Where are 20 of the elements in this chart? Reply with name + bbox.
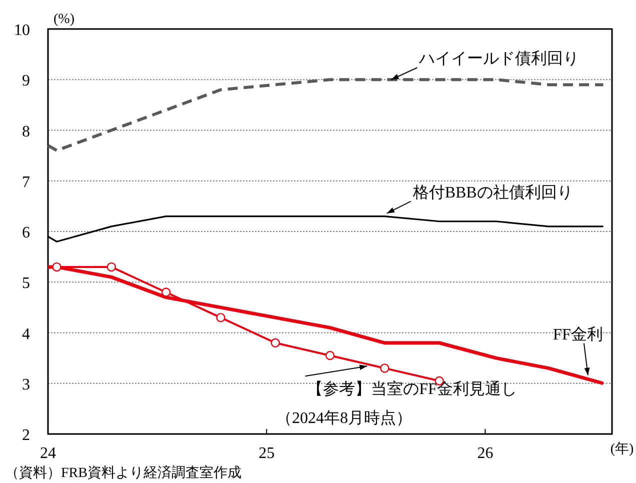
y-axis-title: (%) bbox=[54, 12, 75, 27]
x-tick-label: 26 bbox=[477, 445, 494, 462]
text: （資料）FRB資料より経済調査室作成 bbox=[5, 465, 242, 481]
y-tick-label: 8 bbox=[22, 123, 30, 140]
annotation: （2024年8月時点） bbox=[276, 409, 412, 427]
x-axis-title: (年) bbox=[610, 441, 634, 457]
annotation: 格付BBBの社債利回り bbox=[412, 183, 573, 202]
y-tick-label: 10 bbox=[14, 22, 30, 39]
annotation: ハイイールド債利回り bbox=[418, 50, 580, 68]
y-tick-label: 6 bbox=[22, 224, 30, 242]
y-tick-label: 9 bbox=[22, 72, 30, 90]
y-tick-label: 2 bbox=[22, 427, 30, 444]
annotation: 【参考】当室のFF金利見通し bbox=[307, 380, 517, 398]
x-tick-label: 24 bbox=[40, 445, 56, 462]
annotation: FF金利 bbox=[553, 325, 603, 344]
y-tick-label: 3 bbox=[22, 376, 30, 394]
y-tick-label: 4 bbox=[22, 326, 30, 343]
y-tick-label: 5 bbox=[22, 275, 30, 292]
y-tick-label: 7 bbox=[22, 174, 30, 191]
x-tick-label: 25 bbox=[258, 445, 275, 462]
